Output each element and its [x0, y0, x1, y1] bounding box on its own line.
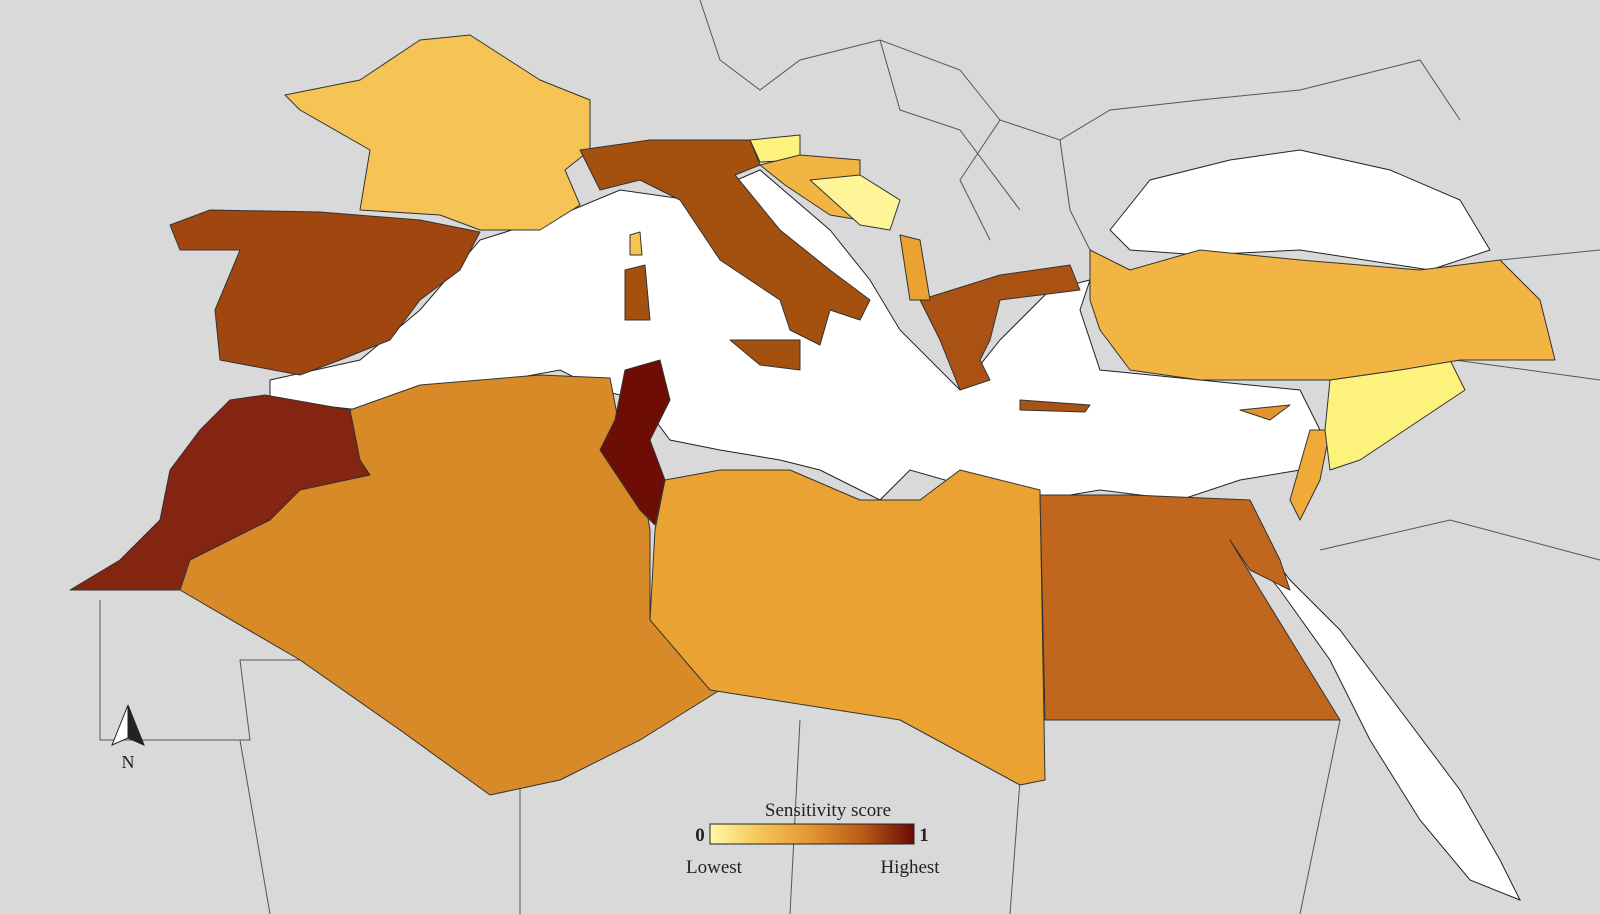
country-region	[1039, 494, 1341, 721]
north-label: N	[122, 752, 135, 772]
legend-low-label: Lowest	[686, 857, 743, 878]
country-region	[1089, 249, 1556, 381]
country-region	[809, 174, 901, 231]
seas	[269, 149, 1522, 901]
country-region	[649, 469, 1046, 786]
country-region	[1239, 404, 1291, 421]
country-region	[579, 139, 871, 346]
countries	[69, 34, 1556, 796]
country-region	[284, 34, 591, 231]
country-region	[1019, 399, 1091, 413]
north-arrow-right	[127, 704, 145, 746]
country-region	[729, 339, 801, 371]
legend-max: 1	[919, 825, 929, 846]
red-sea	[1238, 539, 1522, 901]
legend-title: Sensitivity score	[765, 800, 891, 821]
country-region	[179, 374, 721, 796]
background-borders	[99, 0, 1600, 914]
legend: Sensitivity score 0 1 Lowest Highest	[686, 800, 940, 878]
legend-high-label: Highest	[880, 857, 940, 878]
country-region	[899, 234, 931, 301]
country-region	[629, 231, 643, 256]
legend-color-bar	[709, 823, 915, 845]
north-arrow: N	[111, 704, 145, 772]
country-region	[624, 264, 651, 321]
legend-min: 0	[695, 825, 705, 846]
country-region	[169, 209, 481, 376]
country-region	[919, 264, 1081, 391]
